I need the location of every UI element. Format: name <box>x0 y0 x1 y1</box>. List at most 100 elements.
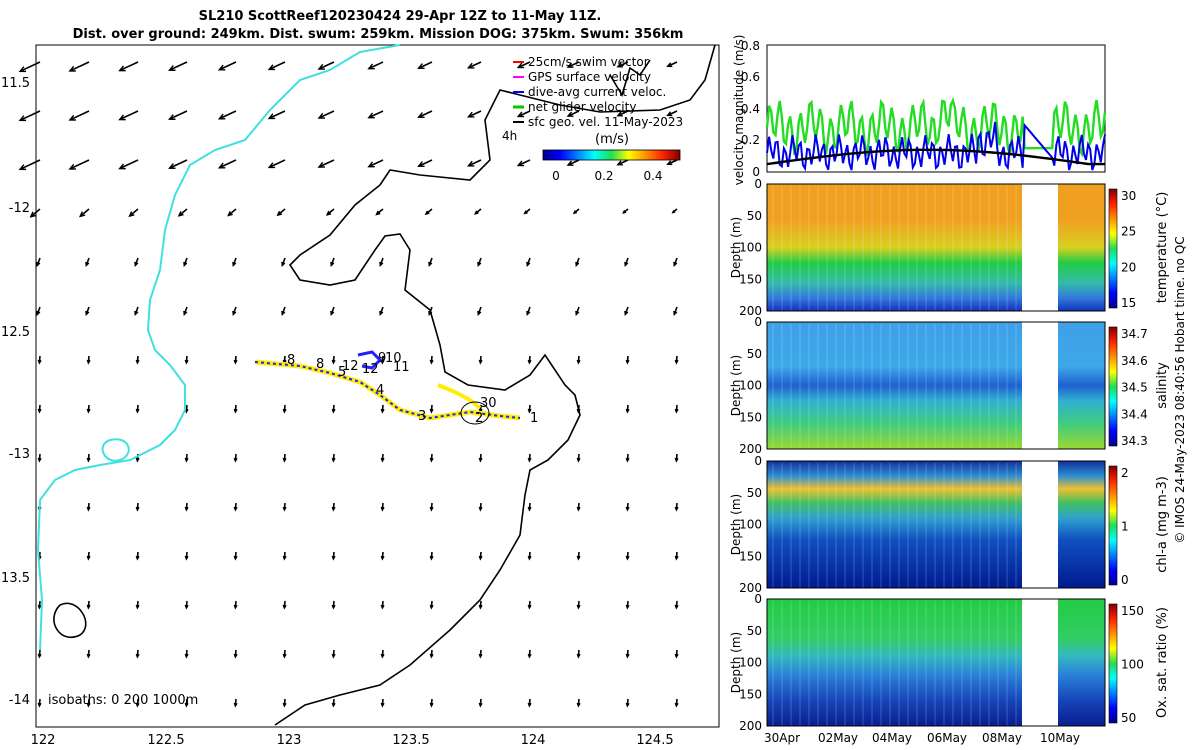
current-vector-arrow <box>86 698 91 708</box>
depth-tick-label: 200 <box>739 442 762 456</box>
current-vector-arrow <box>466 159 482 167</box>
time-axis: 30Apr 02May 04May 06May 08May 10May <box>764 731 1080 745</box>
depth-tick-label: 150 <box>739 549 762 563</box>
current-vector-arrow <box>18 61 41 73</box>
current-vector-arrow <box>526 306 531 317</box>
current-vector-arrow <box>380 453 385 463</box>
current-vector-arrow <box>516 110 531 118</box>
current-vector-arrow <box>184 502 189 512</box>
time-tick-label: 02May <box>818 731 858 745</box>
day-label: 9 <box>378 351 386 366</box>
current-vector-arrow <box>331 600 336 610</box>
current-vector-arrow <box>523 208 531 215</box>
current-vector-arrow <box>666 110 678 117</box>
current-vector-arrow <box>325 208 335 216</box>
profile-panel: 0 50 100 150 200 Depth (m) 2 1 0 chl-a (mg m-3) <box>729 454 1170 595</box>
current-vector-arrow <box>18 159 41 171</box>
depth-tick-label: 100 <box>739 379 762 393</box>
current-vector-arrow <box>233 404 238 414</box>
profile-data-block <box>1058 461 1105 588</box>
current-vector-arrow <box>625 453 630 463</box>
depth-tick-label: 200 <box>739 304 762 318</box>
current-vector-arrow <box>134 257 139 268</box>
current-vector-arrow <box>267 159 286 169</box>
legend-geo-velocity: sfc geo. vel. 11-May-2023 <box>528 115 683 129</box>
x-tick-label: 122.5 <box>147 733 184 748</box>
x-tick-label: 123.5 <box>392 733 429 748</box>
current-vector-arrow <box>37 649 42 659</box>
current-vector-arrow <box>331 453 336 463</box>
current-vector-arrow <box>86 502 91 512</box>
current-vector-arrow <box>576 355 581 365</box>
colorbar-tick-label: 34.6 <box>1121 354 1148 368</box>
day-label: 1 <box>530 411 538 426</box>
current-vector-arrow <box>86 404 91 414</box>
colorbar-tick-label: 1 <box>1121 520 1129 534</box>
current-vector-arrow <box>276 208 286 217</box>
current-vector-arrow <box>575 306 580 317</box>
vel-y-tick: 0.2 <box>741 133 760 147</box>
depth-tick-label: 50 <box>747 624 762 638</box>
current-vector-arrow <box>282 453 287 463</box>
dive-avg-velocity-line <box>766 121 1106 172</box>
current-vector-arrow <box>135 502 140 512</box>
current-vector-arrow <box>184 649 189 659</box>
current-vector-arrow <box>575 257 580 268</box>
current-vector-arrow <box>331 698 336 708</box>
current-vector-field <box>18 61 679 708</box>
profile-panel: 0 50 100 150 200 Depth (m) 34.7 34.6 34.5 34.4 34.… <box>729 315 1170 456</box>
current-vector-arrow <box>282 551 287 561</box>
day-label: 8 <box>287 353 295 368</box>
depth-tick-label: 0 <box>754 177 762 191</box>
current-vector-arrow <box>37 600 42 610</box>
current-vector-arrow <box>135 600 140 610</box>
current-vector-arrow <box>576 649 581 659</box>
current-vector-arrow <box>233 453 238 463</box>
current-vector-arrow <box>666 159 678 166</box>
current-vector-arrow <box>417 61 433 70</box>
current-vector-arrow <box>527 453 532 463</box>
current-vector-arrow <box>625 698 630 708</box>
current-vector-arrow <box>625 355 630 365</box>
current-vector-arrow <box>36 257 41 268</box>
depth-tick-label: 50 <box>747 209 762 223</box>
current-vector-arrow <box>616 61 629 68</box>
current-vector-arrow <box>674 355 679 365</box>
glider-track-north <box>357 350 383 370</box>
current-vector-arrow <box>281 306 286 317</box>
current-vector-arrow <box>674 551 679 561</box>
current-vector-arrow <box>379 257 384 268</box>
current-vector-arrow <box>466 61 482 69</box>
current-vector-arrow <box>477 306 482 317</box>
profile-data-block <box>767 184 1022 311</box>
current-vector-arrow <box>417 159 433 168</box>
current-vector-arrow <box>625 551 630 561</box>
map-y-axis: 11.5 -12 12.5 -13 13.5 -14 <box>1 76 30 708</box>
current-vector-arrow <box>85 257 90 268</box>
current-vector-arrow <box>118 159 139 170</box>
profile-data-block <box>767 599 1022 726</box>
current-vector-arrow <box>282 502 287 512</box>
current-vector-arrow <box>674 404 679 414</box>
y-tick-label: -13 <box>9 447 30 462</box>
current-vector-arrow <box>625 502 630 512</box>
current-vector-arrow <box>478 649 483 659</box>
profile-colorbar <box>1108 188 1118 309</box>
current-vector-arrow <box>527 600 532 610</box>
vel-y-tick: 0 <box>752 165 760 179</box>
current-vector-arrow <box>217 159 237 169</box>
current-vector-arrow <box>233 355 238 365</box>
current-vector-arrow <box>380 404 385 414</box>
current-vector-arrow <box>184 551 189 561</box>
colorbar-tick-label: 34.7 <box>1121 327 1148 341</box>
current-vector-arrow <box>474 208 482 215</box>
current-vector-arrow <box>184 453 189 463</box>
day-label: 4 <box>376 383 384 398</box>
y-tick-label: 13.5 <box>1 571 30 586</box>
velocity-panel: 0 0.2 0.4 0.6 0.8 velocity magnitude (m/… <box>732 35 1107 185</box>
current-vector-arrow <box>566 110 580 117</box>
current-vector-arrow <box>317 110 335 119</box>
current-vector-arrow <box>37 404 42 414</box>
